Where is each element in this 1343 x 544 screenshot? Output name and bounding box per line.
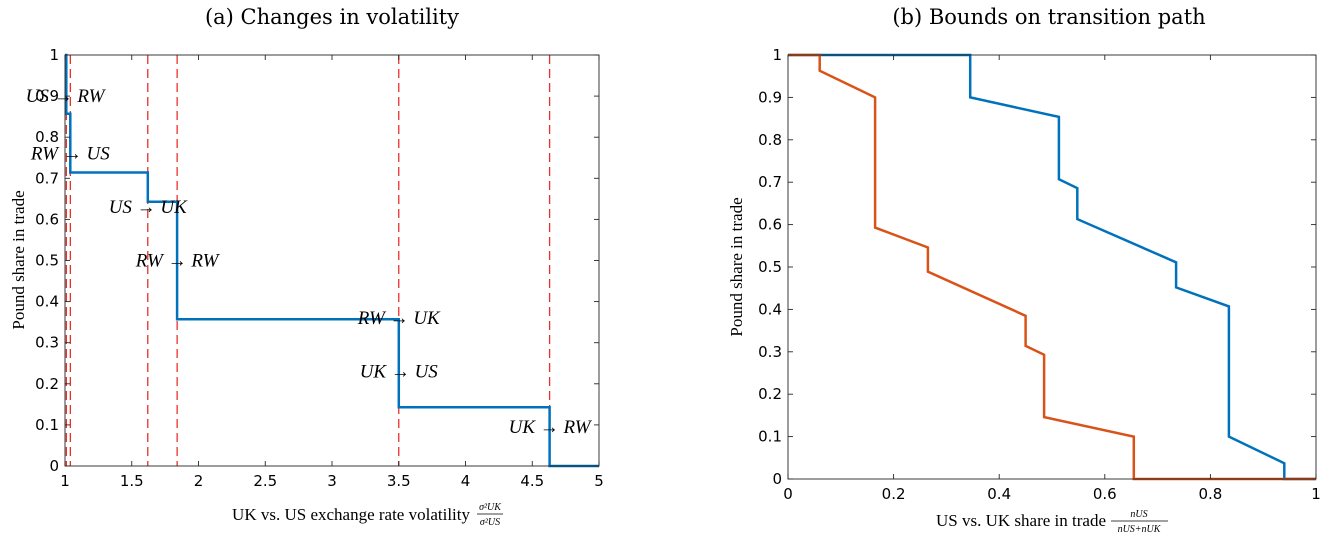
panel-a-ytick-label-4: 0.4 [35, 293, 59, 311]
panel-b-xtick-label-4: 0.8 [1198, 485, 1222, 503]
panel-a-annotation-5: UK → US [360, 361, 439, 382]
panel-b-ytick-label-9: 0.9 [758, 88, 782, 106]
panel-a-ytick-label-6: 0.6 [35, 210, 59, 228]
panel-a-xtick-label-0: 1 [60, 472, 70, 490]
panel-b-xtick-label-2: 0.4 [987, 485, 1011, 503]
panel-b-xlabel-denominator: nUS+nUK [1118, 524, 1162, 535]
panel-a-xlabel-numerator: σ²UK [479, 502, 502, 513]
panel-b-ytick-label-3: 0.3 [758, 343, 782, 361]
panel-b-xlabel-group: US vs. UK share in trade nUS nUS+nUK [936, 509, 1168, 535]
panel-a-plot-area [65, 55, 599, 466]
panel-a-annotation-4: RW → UK [357, 308, 441, 329]
panel-a-ytick-label-1: 0.1 [35, 416, 59, 434]
panel-b-xtick-label-0: 0 [783, 485, 793, 503]
panel-b-xtick-label-5: 1 [1311, 485, 1321, 503]
panel-a-ytick-label-9: 0.9 [35, 87, 59, 105]
panel-b-title: (b) Bounds on transition path [892, 5, 1205, 29]
panel-b-ytick-label-0: 0 [772, 470, 782, 488]
panel-a-annotation-3: RW → RW [135, 251, 221, 272]
panel-a-xtick-label-7: 4.5 [520, 472, 544, 490]
panel-b: (b) Bounds on transition path 0 0.2 0.4 0.6… [727, 5, 1321, 535]
panel-a-xtick-label-4: 3 [327, 472, 337, 490]
panel-b-ytick-label-7: 0.7 [758, 173, 782, 191]
panel-a-annotation-2: US → UK [109, 197, 188, 218]
panel-b-ytick-label-5: 0.5 [758, 258, 782, 276]
panel-b-ytick-label-6: 0.6 [758, 216, 782, 234]
panel-a-ytick-label-2: 0.2 [35, 375, 59, 393]
panel-b-xlabel-numerator: nUS [1130, 509, 1147, 520]
panel-b-ytick-label-4: 0.4 [758, 300, 782, 318]
panel-a-xtick-label-1: 1.5 [120, 472, 144, 490]
panel-a: (a) Changes in volatility 1 1.5 2 2.5 3 3.5 4 4… [9, 5, 604, 528]
panel-b-series-1 [788, 53, 1316, 481]
panel-b-ylabel: Pound share in trade [727, 197, 746, 336]
panel-a-title: (a) Changes in volatility [205, 5, 459, 29]
panel-a-series-0 [65, 53, 599, 468]
panel-a-ytick-label-10: 1 [49, 46, 59, 64]
panel-a-ytick-label-5: 0.5 [35, 252, 59, 270]
panel-b-series-0 [788, 53, 1316, 481]
panel-a-annotation-1: RW → US [30, 144, 110, 165]
panel-b-plot-area [788, 55, 1316, 479]
panel-a-ytick-label-8: 0.8 [35, 128, 59, 146]
panel-a-xlabel-denominator: σ²US [480, 517, 500, 528]
panel-a-plot: 1 1.5 2 2.5 3 3.5 4 4.5 5 0 0.1 0.2 0.3 0.4 0.5 0.6 0.7 0… [26, 46, 604, 490]
panel-b-ytick-label-10: 1 [772, 46, 782, 64]
panel-a-ytick-label-3: 0.3 [35, 334, 59, 352]
panel-b-ytick-label-8: 0.8 [758, 131, 782, 149]
panel-a-annotation-0: US → RW [26, 86, 107, 107]
panel-b-xtick-label-1: 0.2 [882, 485, 906, 503]
panel-a-ylabel: Pound share in trade [9, 190, 28, 329]
panel-b-xlabel: US vs. UK share in trade [936, 511, 1106, 530]
panel-b-xtick-label-3: 0.6 [1093, 485, 1117, 503]
panel-a-xtick-label-8: 5 [594, 472, 604, 490]
panel-a-ytick-label-7: 0.7 [35, 169, 59, 187]
panel-a-xtick-label-6: 4 [461, 472, 471, 490]
panel-b-ytick-label-2: 0.2 [758, 385, 782, 403]
panel-a-ytick-label-0: 0 [49, 457, 59, 475]
panel-a-xlabel-group: UK vs. US exchange rate volatility σ²UK … [232, 502, 503, 528]
panel-a-xtick-label-3: 2.5 [253, 472, 277, 490]
panel-a-xtick-label-5: 3.5 [387, 472, 411, 490]
panel-b-ytick-label-1: 0.1 [758, 428, 782, 446]
panel-b-plot: 0 0.2 0.4 0.6 0.8 1 0 0.1 0.2 0.3 0.4 0.5 0.6 0.7 0.8 0… [758, 46, 1321, 503]
panel-a-xlabel: UK vs. US exchange rate volatility [232, 505, 470, 524]
panel-a-annotation-6: UK → RW [509, 417, 593, 438]
panel-a-xtick-label-2: 2 [194, 472, 204, 490]
